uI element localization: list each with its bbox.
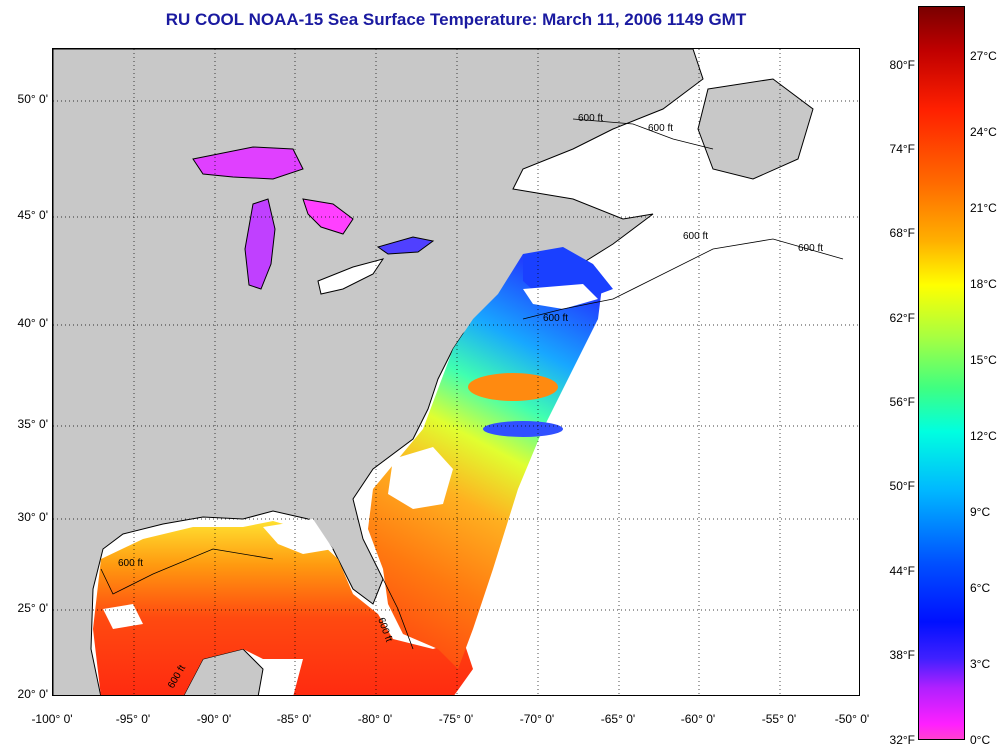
- lon-label: -60° 0': [680, 712, 716, 726]
- cloud-patch: [388, 447, 453, 509]
- depth-contour: [100, 548, 274, 595]
- lon-label: -75° 0': [438, 712, 474, 726]
- lake-huron-sst: [302, 198, 354, 235]
- lon-label: -80° 0': [357, 712, 393, 726]
- lat-label: 30° 0': [17, 510, 48, 524]
- colorbar-fahrenheit-label: 32°F: [889, 733, 915, 747]
- cold-patch: [483, 421, 563, 437]
- colorbar-celsius-label: 3°C: [970, 657, 991, 671]
- lon-label: -55° 0': [761, 712, 797, 726]
- lon-label: -100° 0': [31, 712, 73, 726]
- colorbar-fahrenheit-label: 62°F: [889, 311, 915, 325]
- lake-michigan-sst: [244, 198, 276, 290]
- lon-label: -50° 0': [834, 712, 870, 726]
- contour-label: 600 ft: [798, 243, 823, 254]
- graticule: [53, 49, 859, 695]
- colorbar-celsius-label: 9°C: [970, 505, 991, 519]
- colorbar-celsius-label: 27°C: [970, 49, 997, 63]
- colorbar-fahrenheit-label: 56°F: [889, 395, 915, 409]
- lat-label: 25° 0': [17, 601, 48, 615]
- lon-label: -70° 0': [519, 712, 555, 726]
- colorbar-celsius-label: 18°C: [970, 277, 997, 291]
- colorbar-fahrenheit-label: 74°F: [889, 142, 915, 156]
- lat-label: 40° 0': [17, 316, 48, 330]
- depth-contour: [382, 578, 414, 650]
- lon-label: -85° 0': [276, 712, 312, 726]
- colorbar-fahrenheit-label: 50°F: [889, 479, 915, 493]
- lake-superior-sst: [192, 146, 304, 180]
- lat-label: 35° 0': [17, 417, 48, 431]
- colorbar-celsius-label: 21°C: [970, 201, 997, 215]
- lon-label: -95° 0': [115, 712, 151, 726]
- temperature-colorbar: [918, 6, 965, 740]
- contour-label: 600 ft: [118, 558, 143, 569]
- colorbar-celsius-label: 6°C: [970, 581, 991, 595]
- cloud-patch: [523, 284, 598, 309]
- colorbar-celsius-label: 15°C: [970, 353, 997, 367]
- cloud-patch: [263, 519, 333, 554]
- sst-map[interactable]: 600 ft 600 ft 600 ft 600 ft 600 ft 600 f…: [52, 48, 860, 696]
- map-title: RU COOL NOAA-15 Sea Surface Temperature:…: [165, 10, 747, 29]
- gulf-of-mexico-sst: [93, 521, 473, 695]
- warm-eddy: [468, 373, 558, 401]
- lake-ontario-sst: [376, 236, 435, 255]
- north-america-land: [53, 49, 704, 695]
- colorbar-celsius-label: 24°C: [970, 125, 997, 139]
- lat-label: 20° 0': [17, 687, 48, 701]
- contour-label: 600 ft: [648, 123, 673, 134]
- depth-contour: [522, 238, 844, 320]
- lon-label: -65° 0': [600, 712, 636, 726]
- colorbar-fahrenheit-label: 38°F: [889, 648, 915, 662]
- contour-label: 600 ft: [578, 113, 603, 124]
- lat-label: 50° 0': [17, 92, 48, 106]
- contour-label: 600 ft: [683, 231, 708, 242]
- atlantic-sst-swath: [368, 254, 603, 669]
- colorbar-celsius-label: 12°C: [970, 429, 997, 443]
- colorbar-celsius-label: 0°C: [970, 733, 991, 747]
- colorbar-fahrenheit-label: 44°F: [889, 564, 915, 578]
- depth-contour: [572, 118, 714, 150]
- lat-label: 45° 0': [17, 208, 48, 222]
- colorbar-fahrenheit-label: 80°F: [889, 58, 915, 72]
- lake-erie-sst: [317, 258, 385, 295]
- contour-label: 600 ft: [543, 313, 568, 324]
- lon-label: -90° 0': [196, 712, 232, 726]
- colorbar-fahrenheit-label: 68°F: [889, 226, 915, 240]
- map-canvas: 600 ft 600 ft 600 ft 600 ft 600 ft 600 f…: [53, 49, 859, 695]
- newfoundland-land: [697, 78, 814, 180]
